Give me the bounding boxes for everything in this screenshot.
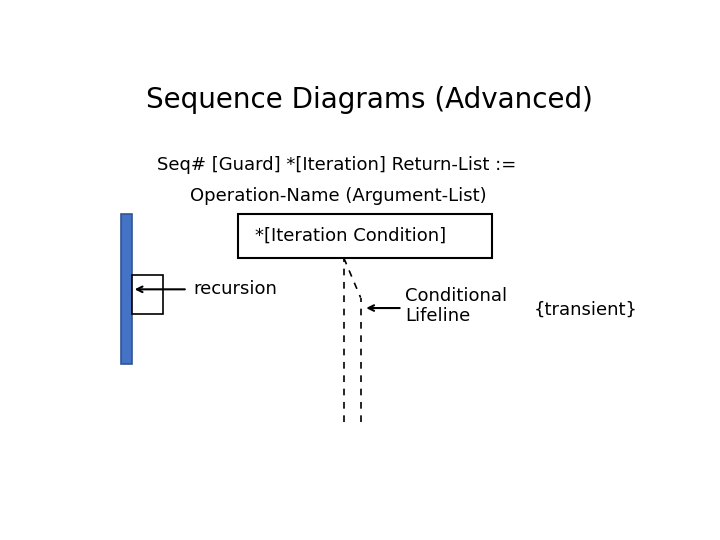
Bar bbox=[132, 275, 163, 314]
Text: recursion: recursion bbox=[193, 280, 277, 298]
Text: *[Iteration Condition]: *[Iteration Condition] bbox=[255, 227, 446, 245]
Text: {transient}: {transient} bbox=[534, 301, 637, 319]
Bar bbox=[121, 214, 132, 364]
Text: Seq# [Guard] *[Iteration] Return-List :=: Seq# [Guard] *[Iteration] Return-List := bbox=[157, 156, 516, 173]
Text: Operation-Name (Argument-List): Operation-Name (Argument-List) bbox=[190, 187, 487, 205]
Text: Conditional
Lifeline: Conditional Lifeline bbox=[405, 287, 508, 326]
Text: Sequence Diagrams (Advanced): Sequence Diagrams (Advanced) bbox=[145, 85, 593, 113]
Bar bbox=[238, 214, 492, 258]
